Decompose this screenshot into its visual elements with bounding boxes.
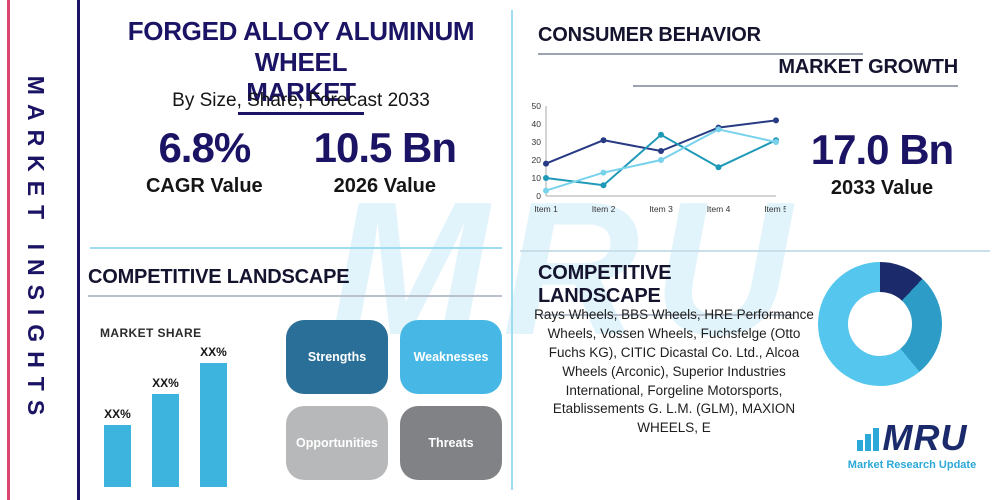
swot-weaknesses-label: Weaknesses (413, 350, 489, 364)
donut-hole (848, 292, 912, 356)
value-2033-stat: 17.0 Bn 2033 Value (792, 126, 972, 200)
value-2026-label: 2026 Value (333, 175, 436, 197)
svg-text:Item 2: Item 2 (592, 204, 616, 214)
bar-chart-logo-icon (856, 428, 879, 456)
svg-text:40: 40 (532, 119, 542, 129)
swot-weaknesses-box: Weaknesses (400, 320, 502, 394)
swot-strengths-box: Strengths (286, 320, 388, 394)
bar-value-label: XX% (104, 407, 131, 421)
svg-text:Item 3: Item 3 (649, 204, 673, 214)
svg-text:20: 20 (532, 155, 542, 165)
consumer-behavior-heading-row: CONSUMER BEHAVIOR (538, 24, 863, 55)
stats-row: 6.8% CAGR Value 10.5 Bn 2026 Value (95, 124, 507, 198)
swot-threats-label: Threats (428, 436, 474, 450)
market-growth-heading-row: MARKET GROWTH (633, 56, 958, 87)
market-share-bar: XX% (200, 345, 227, 487)
mru-logo-tagline: Market Research Update (847, 459, 977, 471)
svg-text:10: 10 (532, 173, 542, 183)
left-navy-accent-line (77, 0, 80, 500)
svg-text:Item 4: Item 4 (707, 204, 731, 214)
market-insights-vertical-title: MARKET INSIGHTS (23, 75, 49, 425)
page-subtitle: By Size, Share, Forecast 2033 (172, 90, 430, 111)
cagr-label: CAGR Value (145, 175, 263, 197)
cagr-stat: 6.8% CAGR Value (146, 124, 263, 198)
cagr-value: 6.8% (158, 124, 251, 171)
market-growth-line-chart: 0 10 20 30 40 50 Item 1 Item 2 Item 3 Item 4 Item … (532, 101, 786, 214)
svg-text:50: 50 (532, 101, 542, 111)
market-share-bar: XX% (152, 376, 179, 487)
swot-threats-box: Threats (400, 406, 502, 480)
svg-text:0: 0 (536, 191, 541, 201)
company-share-donut-chart (818, 262, 942, 386)
vertical-divider (511, 10, 513, 490)
bar-value-label: XX% (200, 345, 227, 359)
left-red-accent-line (7, 0, 10, 500)
right-horizontal-divider (520, 250, 990, 252)
value-2026-stat: 10.5 Bn 2026 Value (313, 124, 457, 198)
competitive-landscape-left-heading: COMPETITIVE LANDSCAPE (88, 266, 350, 288)
swot-grid: Strengths Weaknesses Opportunities Threa… (286, 320, 502, 480)
mru-logo-row: MRU (832, 420, 992, 456)
svg-text:Item 1: Item 1 (534, 204, 558, 214)
mru-logo-text: MRU (882, 417, 968, 458)
consumer-behavior-heading: CONSUMER BEHAVIOR (538, 24, 761, 46)
value-2033-value: 17.0 Bn (810, 126, 954, 173)
swot-opportunities-box: Opportunities (286, 406, 388, 480)
swot-strengths-label: Strengths (307, 350, 367, 364)
title-line-1: FORGED ALLOY ALUMINUM WHEEL (127, 16, 475, 77)
value-2026-value: 10.5 Bn (313, 124, 457, 171)
competitive-landscape-right-heading-row: COMPETITIVE LANDSCAPE (538, 262, 794, 316)
page-title: FORGED ALLOY ALUMINUM WHEEL MARKET (95, 16, 507, 116)
competitive-landscape-right-heading: COMPETITIVE LANDSCAPE (538, 262, 672, 307)
svg-text:30: 30 (532, 137, 542, 147)
competitive-landscape-left-heading-row: COMPETITIVE LANDSCAPE (88, 266, 502, 297)
market-share-title: MARKET SHARE (100, 326, 202, 340)
swot-opportunities-label: Opportunities (296, 436, 378, 450)
market-share-bar: XX% (104, 407, 131, 487)
title-line-2: MARKET (238, 77, 364, 116)
bar-value-label: XX% (152, 376, 179, 390)
market-growth-heading: MARKET GROWTH (778, 56, 958, 78)
mru-logo: MRU Market Research Update (832, 420, 992, 472)
market-share-bar-chart: XX% XX% XX% (104, 322, 227, 487)
company-list: Rays Wheels, BBS Wheels, HRE Performance… (534, 307, 814, 436)
left-horizontal-divider (90, 247, 502, 249)
value-2033-label: 2033 Value (830, 177, 934, 199)
svg-text:Item 5: Item 5 (764, 204, 786, 214)
